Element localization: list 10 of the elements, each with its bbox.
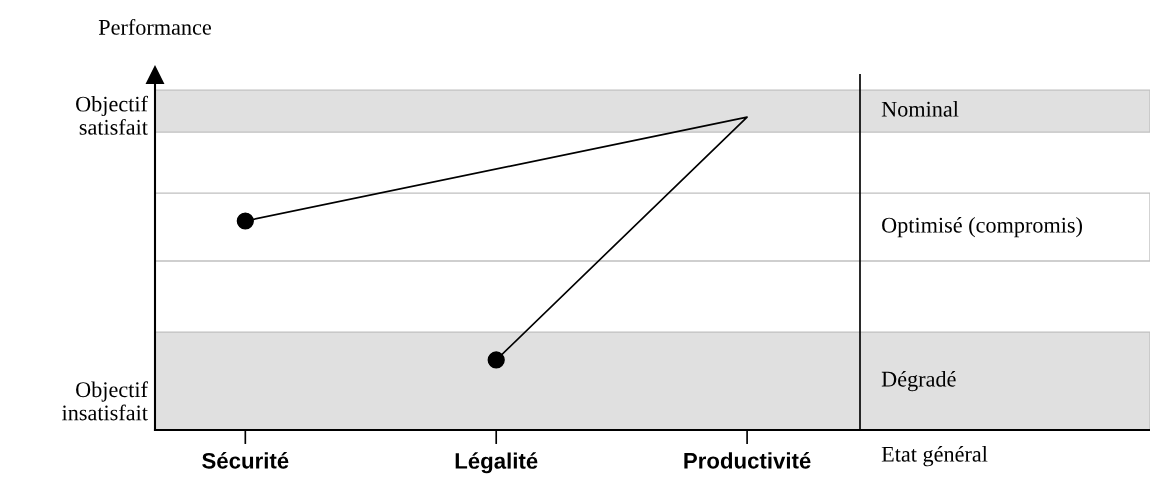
text: Etat général (881, 446, 988, 467)
text: Objectif satisfait (76, 95, 148, 135)
band-label: Dégradé (881, 370, 956, 392)
x-tick-label: Légalité (455, 452, 538, 474)
band-label: Nominal (881, 101, 959, 117)
y-axis-title: Performance (98, 18, 211, 35)
band-label: Optimisé (compromis) (882, 217, 1082, 238)
x-tick-label: Sécurité (202, 452, 289, 469)
x-tick-label: Productivité (684, 452, 811, 469)
text: Objectif insatisfait (62, 381, 148, 421)
